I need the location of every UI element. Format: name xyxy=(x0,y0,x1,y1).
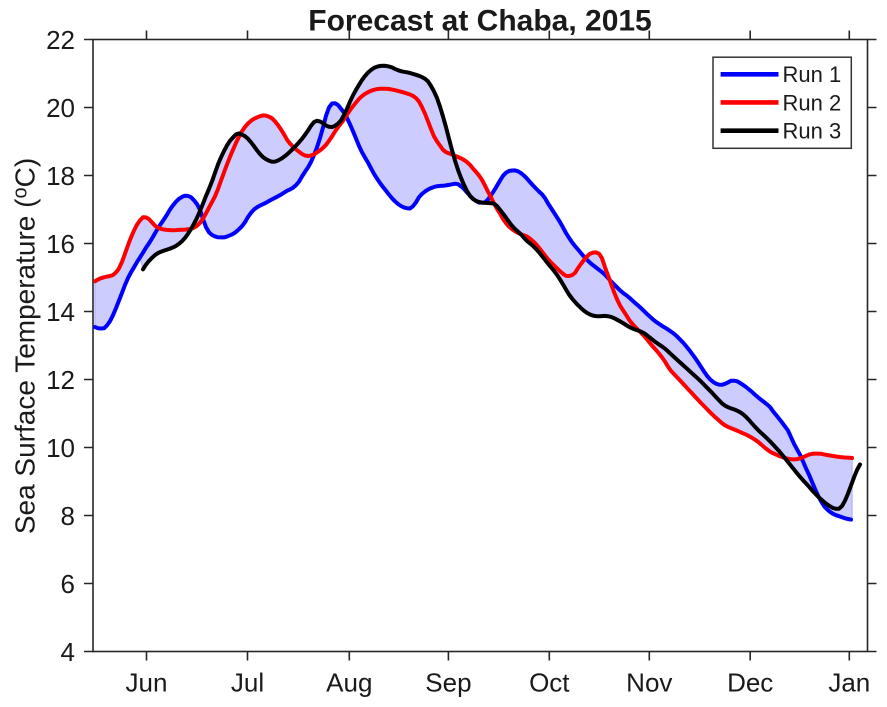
svg-text:22: 22 xyxy=(46,25,75,55)
svg-text:Sea Surface Temperature (oC): Sea Surface Temperature (oC) xyxy=(10,158,41,534)
svg-text:10: 10 xyxy=(46,433,75,463)
svg-text:Run 3: Run 3 xyxy=(783,119,842,144)
svg-text:16: 16 xyxy=(46,229,75,259)
svg-text:Aug: Aug xyxy=(326,668,372,698)
svg-text:Sep: Sep xyxy=(425,668,471,698)
svg-text:20: 20 xyxy=(46,93,75,123)
svg-text:Jan: Jan xyxy=(828,668,870,698)
svg-text:6: 6 xyxy=(61,569,75,599)
svg-text:Run 2: Run 2 xyxy=(783,90,842,115)
svg-text:14: 14 xyxy=(46,297,75,327)
svg-text:Run 1: Run 1 xyxy=(783,62,842,87)
svg-text:Nov: Nov xyxy=(626,668,672,698)
svg-text:Jul: Jul xyxy=(231,668,264,698)
svg-text:Oct: Oct xyxy=(529,668,570,698)
svg-text:8: 8 xyxy=(61,501,75,531)
svg-text:Forecast at Chaba, 2015: Forecast at Chaba, 2015 xyxy=(308,4,652,37)
svg-text:4: 4 xyxy=(61,637,75,667)
svg-text:18: 18 xyxy=(46,161,75,191)
svg-text:12: 12 xyxy=(46,365,75,395)
svg-text:Dec: Dec xyxy=(727,668,773,698)
svg-text:Jun: Jun xyxy=(126,668,168,698)
